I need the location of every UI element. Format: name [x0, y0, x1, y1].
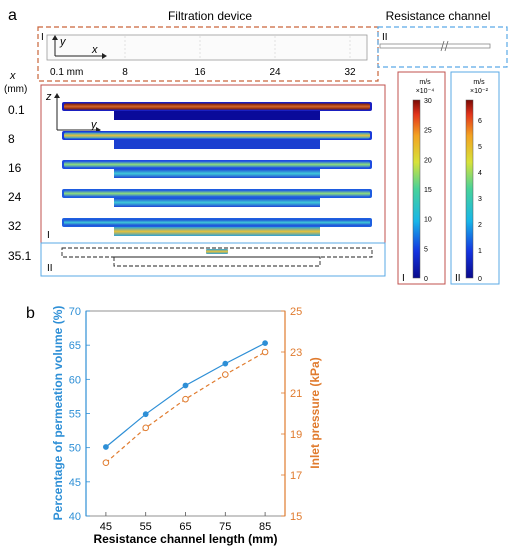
row-label: 16 — [8, 161, 22, 175]
colorbar-II-tick: 6 — [478, 118, 482, 125]
scale-label: 24 — [269, 67, 281, 78]
row-label: 35.1 — [8, 249, 32, 263]
colorbar-II-tick: 2 — [478, 222, 482, 229]
x-tick-label: 65 — [179, 521, 191, 533]
x-axis-unit: (mm) — [4, 84, 27, 95]
colorbar-I-tick: 10 — [424, 217, 432, 224]
y-left-label: Percentage of permeation volume (%) — [51, 306, 65, 521]
top-view: I y x 0.1 mm 8 16 24 32 — [37, 26, 379, 82]
cross-sections: z y 0.1 8 16 24 32 35.1 I II — [8, 84, 386, 277]
y-left-tick-label: 60 — [69, 374, 81, 386]
colorbar-II: m/s ×10⁻² 6 5 4 3 2 1 0 II — [450, 71, 500, 285]
colorbar-I-tick: 20 — [424, 157, 432, 164]
y-right-tick-label: 21 — [290, 388, 302, 400]
resistance-title: Resistance channel — [386, 9, 491, 23]
y-right-label: Inlet pressure (kPa) — [308, 357, 322, 468]
y-left-tick-label: 40 — [69, 511, 81, 523]
top-view-axis-x: x — [91, 44, 98, 56]
data-point-right — [142, 424, 149, 432]
section-tag-I: I — [47, 230, 50, 241]
x-tick-label: 55 — [140, 521, 152, 533]
x-axis-label: Resistance channel length (mm) — [93, 532, 277, 546]
data-point-left — [103, 444, 109, 450]
y-left-tick-label: 45 — [69, 477, 81, 489]
colorbar-I-tick: 0 — [424, 276, 428, 283]
colorbar-I-tick: 25 — [424, 128, 432, 135]
y-right-tick-label: 15 — [290, 511, 302, 523]
y-left-tick-label: 65 — [69, 340, 81, 352]
colorbar-II-tick: 1 — [478, 248, 482, 255]
y-right-tick-label: 19 — [290, 429, 302, 441]
x-tick-label: 75 — [219, 521, 231, 533]
chart-b: b 45 55 65 75 85 40 45 50 55 60 65 70 15 17 19 21 23 25… — [26, 305, 322, 546]
section-tag-II: II — [47, 263, 53, 274]
y-right-tick-label: 17 — [290, 470, 302, 482]
row-label: 32 — [8, 219, 22, 233]
y-right-tick-label: 25 — [290, 306, 302, 318]
data-point-right — [182, 395, 189, 403]
scale-label: 16 — [194, 67, 206, 78]
top-view-axis-y: y — [59, 36, 67, 48]
colorbar-II-unit: m/s — [473, 79, 485, 86]
plot-frame — [85, 310, 286, 517]
top-view-tag-I: I — [41, 32, 44, 43]
colorbar-II-tag: II — [455, 273, 461, 284]
data-point-left — [142, 411, 149, 418]
series-line-left — [105, 342, 266, 448]
y-left-tick-label: 55 — [69, 409, 81, 421]
colorbar-II-tick: 5 — [478, 144, 482, 151]
y-left-tick-label: 50 — [69, 443, 81, 455]
scale-label: 32 — [344, 67, 356, 78]
row-label: 8 — [8, 132, 15, 146]
data-point-left — [262, 340, 269, 347]
series-line-right — [105, 351, 266, 464]
data-point-right — [261, 348, 269, 356]
colorbar-II-tick: 0 — [478, 276, 482, 283]
colorbar-I-tick: 30 — [424, 98, 432, 105]
colorbar-I: m/s ×10⁻⁴ 30 25 20 15 10 5 0 I — [397, 71, 446, 285]
row-label: 0.1 — [8, 103, 25, 117]
y-left-tick-label: 70 — [69, 306, 81, 318]
data-point-left — [182, 382, 189, 389]
colorbar-I-tag: I — [402, 273, 405, 284]
section-axis-y: y — [90, 119, 98, 131]
row-label: 24 — [8, 190, 22, 204]
panel-b-label: b — [26, 305, 35, 322]
data-point-left — [222, 360, 229, 367]
colorbar-II-multiplier: ×10⁻² — [470, 88, 489, 95]
colorbar-II-tick: 4 — [478, 170, 482, 177]
scale-label: 8 — [122, 67, 128, 78]
resistance-top-view: II — [377, 26, 508, 68]
panel-a-label: a — [8, 7, 17, 24]
colorbar-I-tick: 15 — [424, 187, 432, 194]
resistance-tag-II: II — [382, 32, 388, 43]
colorbar-II-tick: 3 — [478, 196, 482, 203]
section-axis-z: z — [45, 91, 52, 103]
x-axis-name: x — [9, 70, 16, 82]
x-tick-label: 85 — [259, 521, 271, 533]
colorbar-I-unit: m/s — [419, 79, 431, 86]
scale-label: 0.1 mm — [50, 67, 83, 78]
colorbar-I-tick: 5 — [424, 246, 428, 253]
filtration-title: Filtration device — [168, 9, 252, 23]
colorbar-I-multiplier: ×10⁻⁴ — [416, 88, 435, 95]
data-point-right — [222, 371, 229, 378]
x-tick-label: 45 — [100, 521, 112, 533]
y-right-tick-label: 23 — [290, 347, 302, 359]
data-point-right — [102, 459, 110, 467]
